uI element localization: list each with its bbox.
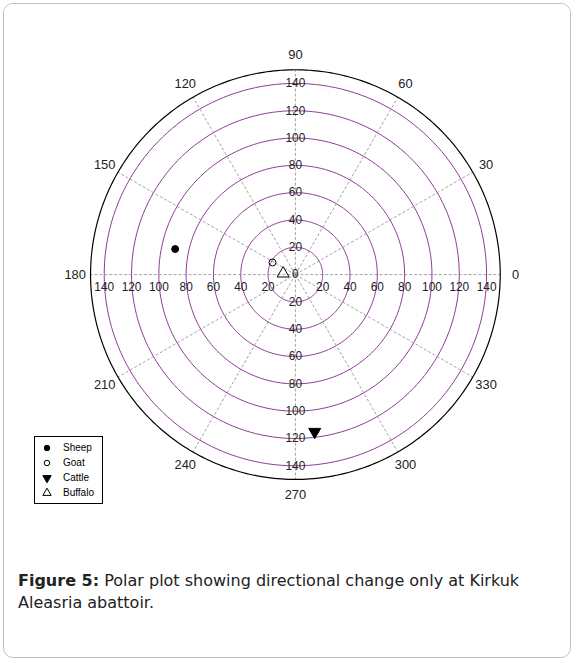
svg-text:140: 140 <box>94 280 114 294</box>
svg-text:80: 80 <box>398 280 412 294</box>
svg-text:80: 80 <box>289 377 303 391</box>
svg-text:40: 40 <box>289 213 303 227</box>
svg-text:80: 80 <box>289 158 303 172</box>
html-text:Goat: Goat <box>63 457 85 468</box>
svg-text:100: 100 <box>422 280 442 294</box>
svg-text:180: 180 <box>64 267 85 282</box>
html-text:Sheep: Sheep <box>63 442 92 453</box>
svg-text:120: 120 <box>285 431 305 445</box>
svg-text:60: 60 <box>289 349 303 363</box>
svg-text:100: 100 <box>149 280 169 294</box>
svg-text:150: 150 <box>94 157 115 172</box>
svg-text:240: 240 <box>175 457 196 472</box>
svg-text:20: 20 <box>289 240 303 254</box>
svg-text:120: 120 <box>285 104 305 118</box>
svg-text:60: 60 <box>371 280 385 294</box>
svg-text:300: 300 <box>395 457 416 472</box>
svg-text:140: 140 <box>285 459 305 473</box>
svg-text:140: 140 <box>285 76 305 90</box>
html-text:Figure 5: Polar plot showing d: Figure 5: Polar plot showing directional… <box>18 571 520 612</box>
svg-text:60: 60 <box>398 76 412 91</box>
svg-text:120: 120 <box>449 280 469 294</box>
svg-text:330: 330 <box>475 377 496 392</box>
svg-text:140: 140 <box>477 280 497 294</box>
svg-text:40: 40 <box>234 280 248 294</box>
svg-text:20: 20 <box>261 280 275 294</box>
svg-text:0: 0 <box>292 267 299 281</box>
svg-text:20: 20 <box>316 280 330 294</box>
svg-text:0: 0 <box>512 267 519 282</box>
html-text:Buffalo: Buffalo <box>63 487 94 498</box>
svg-text:100: 100 <box>285 404 305 418</box>
svg-text:90: 90 <box>288 47 302 62</box>
svg-text:210: 210 <box>94 377 115 392</box>
svg-text:120: 120 <box>122 280 142 294</box>
svg-text:270: 270 <box>285 487 306 502</box>
svg-text:120: 120 <box>175 76 196 91</box>
svg-text:60: 60 <box>207 280 221 294</box>
svg-text:30: 30 <box>479 157 493 172</box>
svg-text:40: 40 <box>289 322 303 336</box>
html-text:Cattle: Cattle <box>63 472 90 483</box>
svg-text:80: 80 <box>180 280 194 294</box>
svg-text:100: 100 <box>285 131 305 145</box>
svg-text:20: 20 <box>289 295 303 309</box>
svg-text:40: 40 <box>343 280 357 294</box>
svg-text:60: 60 <box>289 185 303 199</box>
